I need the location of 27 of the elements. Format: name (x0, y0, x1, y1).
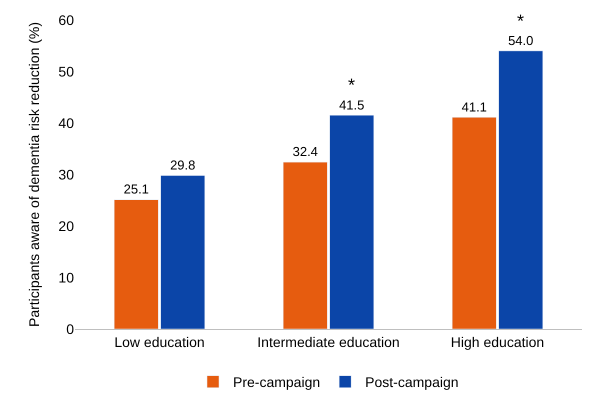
legend-label: Pre-campaign (233, 374, 320, 390)
x-tick-label: High education (450, 334, 544, 350)
y-tick-label: 0 (66, 320, 74, 337)
bar (329, 115, 374, 329)
data-label: 41.1 (462, 99, 487, 114)
bar (498, 50, 544, 329)
y-tick-label: 30 (58, 166, 74, 182)
bar (282, 162, 328, 329)
data-label: 54.0 (508, 32, 534, 48)
bar (160, 175, 206, 329)
bar (452, 117, 497, 329)
y-axis-title: Participants aware of dementia risk reduction (%) (26, 22, 42, 328)
data-label: 32.4 (292, 144, 318, 160)
y-tick-label: 60 (58, 12, 74, 28)
data-label: 29.8 (170, 158, 196, 173)
y-tick-label: 40 (58, 114, 74, 131)
x-tick-label: Intermediate education (257, 334, 400, 350)
bar (114, 199, 159, 329)
annotation: * (348, 75, 356, 95)
y-tick-label: 20 (58, 218, 74, 234)
annotation: * (517, 11, 524, 31)
y-tick-label: 10 (58, 269, 74, 286)
legend-label: Post-campaign (365, 374, 459, 390)
x-tick-label: Low education (114, 334, 205, 350)
y-tick-label: 50 (58, 63, 74, 80)
data-label: 41.5 (339, 97, 364, 112)
data-label: 25.1 (124, 182, 149, 197)
